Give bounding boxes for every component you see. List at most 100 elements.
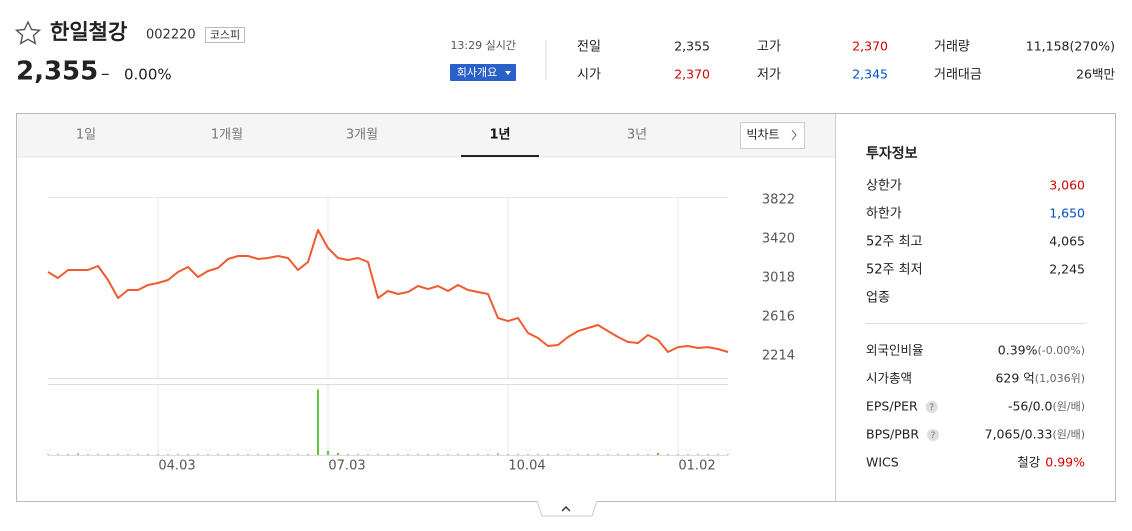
summary-value: 2,370 [674,67,710,82]
info-value: 7,065/0.33 [985,427,1053,442]
volume-bar [307,454,309,455]
chart: 04.03 07.03 10.04 01.02 2214 2616 3018 3420 3822 [47,193,795,474]
y-tick-label: 2616 [762,309,795,324]
summary-value: 26백만 [1076,67,1115,82]
help-mark[interactable]: ? [931,431,936,441]
info-label: WICS [866,455,899,470]
info-value: -56/0.0 [1008,399,1053,414]
collapse-icon[interactable] [561,506,571,512]
volume-bar [557,454,559,455]
price-line [47,229,729,353]
tab-underline [461,155,539,157]
info-label: EPS/PER [866,399,918,414]
volume-bar [467,454,469,455]
change-rate: 0.00% [124,66,172,84]
company-button[interactable] [450,64,516,81]
volume-bar [727,454,729,455]
x-tick-label: 04.03 [158,459,195,474]
summary: 전일 2,355 시가 2,370 고가 2,370 저가 2,345 거래량 11,158(27… [577,39,1115,83]
big-chart-button[interactable] [740,122,805,149]
volume-bar [547,454,549,455]
volume-bar [187,454,189,455]
market-badge [205,27,245,43]
volume-bar [667,454,669,455]
volume-bar [637,454,639,455]
volume-bar [367,454,369,455]
volume-bar [137,454,139,455]
info-note: (1,036위) [1035,372,1085,385]
volume-bar [157,454,159,455]
volume-bar [537,454,539,455]
summary-value: 11,158(270%) [1026,39,1115,54]
help-icon[interactable] [925,401,938,413]
volume-bar [87,454,89,455]
stock-name: 한일철강 [50,20,127,44]
summary-label: 저가 [757,68,781,83]
change-sign: – [101,64,110,84]
volume-bar [697,454,699,455]
info-value: 4,065 [1049,234,1085,249]
volume-bar [167,454,169,455]
current-price: 2,355 [16,57,98,87]
info-note: (원/배) [1052,428,1085,441]
info-label: 업종 [866,291,890,306]
y-tick-label: 3420 [762,232,795,247]
tabs: 1일 1개월 3개월 1년 3년 [76,128,647,157]
tab[interactable]: 1일 [76,128,96,143]
market-label: 코스피 [210,29,240,42]
info-label: BPS/PBR [866,427,919,442]
volume-bar [507,454,509,455]
big-chart-label[interactable]: 빅차트 [746,128,779,142]
info-title: 투자정보 [866,145,918,162]
volume-bar [607,454,609,455]
summary-label: 거래량 [934,40,970,55]
volume-bar [427,454,429,455]
volume-bar [147,454,149,455]
volume-bar [77,453,79,455]
volume-bar [47,454,49,455]
tab[interactable]: 1개월 [211,128,243,143]
volume-bar [657,452,659,455]
volume-bar [177,454,179,455]
chart-box [16,113,1116,502]
volume-bar [387,454,389,455]
volume-bar [257,454,259,455]
help-icon[interactable] [927,429,940,441]
company-button-label[interactable]: 회사개요 [457,66,497,79]
stock-code: 002220 [146,28,196,43]
dropdown-arrow [505,71,511,75]
info-note: (원/배) [1052,400,1085,413]
volume-bar [217,454,219,455]
info-note: (-0.00%) [1038,344,1086,357]
summary-value: 2,370 [852,39,888,54]
summary-label: 전일 [577,40,601,55]
chevron [791,129,797,141]
y-tick-label: 3822 [762,193,795,208]
volume-bar [477,454,479,455]
x-tick-label: 01.02 [678,459,715,474]
volume-bar [287,454,289,455]
volume-bar [267,454,269,455]
help-mark[interactable]: ? [929,403,934,413]
info-value: 0.39% [998,343,1038,358]
volume-bar [207,454,209,455]
y-tick-label: 3018 [762,270,795,285]
volume-bar [377,454,379,455]
volume-bar [347,454,349,455]
info-label: 52주 최고 [866,235,923,250]
volume-bar [247,454,249,455]
favorite-star[interactable] [14,20,42,45]
volume-bar [517,454,519,455]
tab[interactable]: 3개월 [346,128,378,143]
volume-bar [627,454,629,455]
info-value: 1,650 [1049,206,1085,221]
tab[interactable]: 1년 [489,128,510,143]
tab[interactable]: 3년 [627,128,647,143]
info-value: 철강 [1017,455,1041,470]
volume-bar [587,454,589,455]
info-label: 52주 최저 [866,263,923,278]
volume-bar [527,454,529,455]
quote-time: 13:29 실시간 [450,39,516,52]
